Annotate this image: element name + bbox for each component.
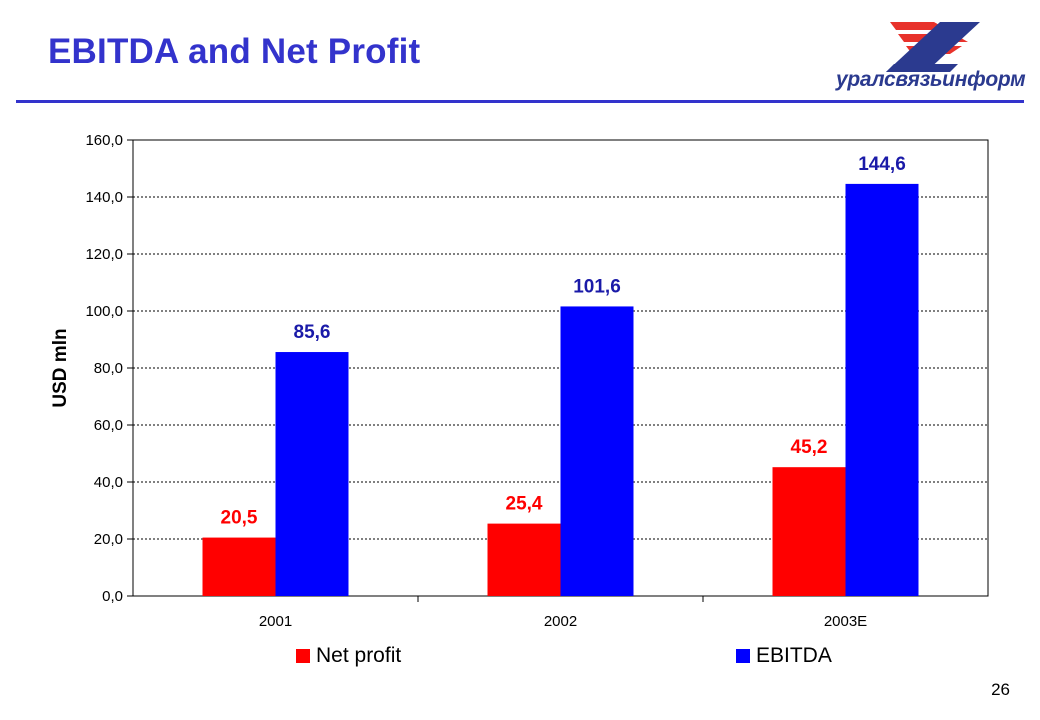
y-tick-label: 40,0 [94,474,123,491]
legend-item-net-profit: Net profit [296,644,401,668]
bar-ebitda [845,183,919,596]
logo-wordmark: уралсвязьинформ [836,68,1026,91]
y-tick-label: 160,0 [85,132,123,149]
data-label: 25,4 [506,494,543,515]
legend-label-ebitda: EBITDA [756,644,832,667]
y-axis-label: USD mln [50,328,71,407]
bar-net-profit [202,537,276,596]
y-tick-label: 140,0 [85,189,123,206]
data-label: 85,6 [294,322,331,343]
y-tick-label: 20,0 [94,531,123,548]
legend-label-net-profit: Net profit [316,644,402,667]
page-title: EBITDA and Net Profit [48,32,421,71]
logo-mark [886,22,980,72]
y-tick-label: 0,0 [102,588,123,605]
x-tick-label: 2003E [824,613,867,630]
data-label: 20,5 [221,508,258,529]
y-tick-label: 100,0 [85,303,123,320]
y-tick-label: 80,0 [94,360,123,377]
page-number: 26 [991,680,1010,699]
x-tick-label: 2002 [544,613,577,630]
legend: Net profit EBITDA [0,644,1040,674]
data-label: 101,6 [573,276,621,297]
bar-ebitda [275,352,349,596]
bar-ebitda [560,306,634,596]
bar-net-profit [487,523,561,596]
x-tick-label: 2001 [259,613,292,630]
legend-item-ebitda: EBITDA [736,644,832,668]
legend-swatch-net-profit [296,649,310,663]
y-tick-label: 120,0 [85,246,123,263]
data-label: 144,6 [858,154,906,175]
company-logo [886,22,980,72]
bar-net-profit [772,467,846,596]
legend-swatch-ebitda [736,649,750,663]
title-divider [16,100,1024,103]
data-label: 45,2 [791,437,828,458]
y-tick-label: 60,0 [94,417,123,434]
